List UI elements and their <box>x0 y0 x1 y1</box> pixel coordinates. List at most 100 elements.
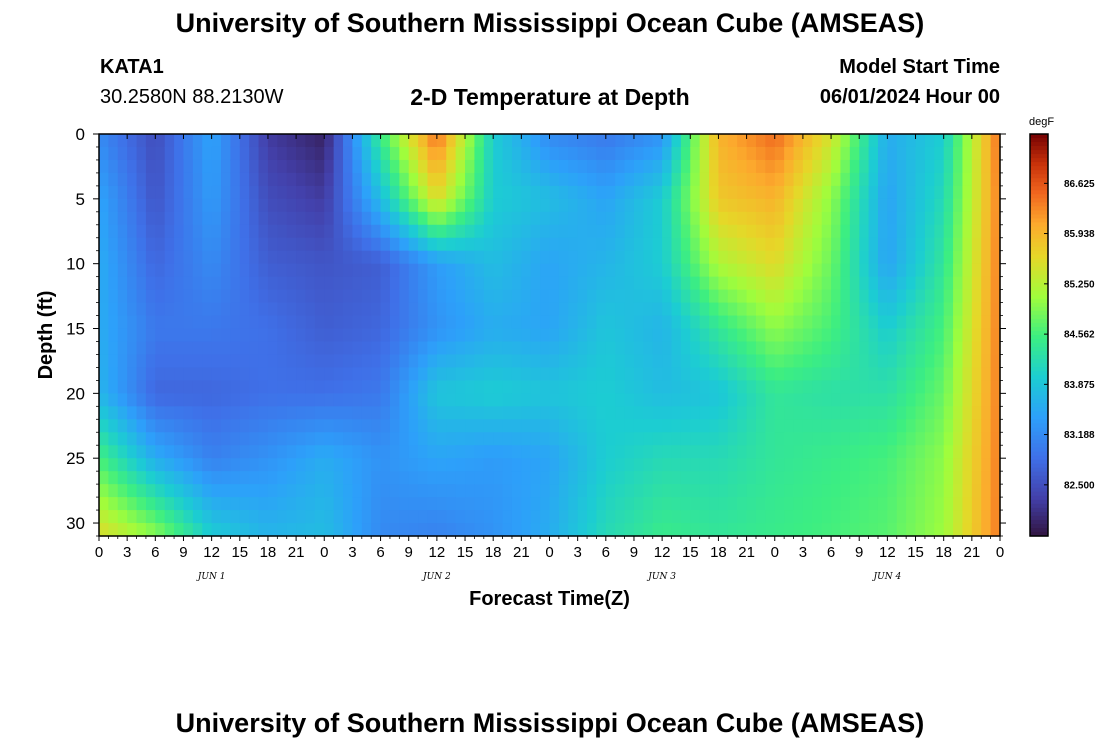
heatmap-cell <box>868 523 879 537</box>
heatmap-cell <box>765 419 776 433</box>
heatmap-cell <box>587 380 598 394</box>
heatmap-cell <box>934 510 945 524</box>
heatmap-cell <box>371 497 382 511</box>
heatmap-cell <box>840 354 851 369</box>
heatmap-cell <box>709 341 720 356</box>
colorbar-segment <box>1030 483 1048 489</box>
heatmap-cell <box>840 406 851 420</box>
heatmap-cell <box>108 419 119 433</box>
heatmap-cell <box>671 211 682 226</box>
heatmap-cell <box>352 172 363 187</box>
heatmap-cell <box>371 419 382 433</box>
heatmap-cell <box>502 419 513 433</box>
heatmap-cell <box>192 367 203 381</box>
heatmap-cell <box>540 393 551 407</box>
heatmap-cell <box>145 354 156 369</box>
heatmap-cell <box>943 419 954 433</box>
heatmap-cell <box>953 134 964 148</box>
heatmap-cell <box>155 341 166 356</box>
heatmap-cell <box>108 445 119 459</box>
heatmap-cell <box>211 302 222 317</box>
heatmap-cell <box>521 198 532 213</box>
heatmap-cell <box>277 263 288 278</box>
heatmap-cell <box>962 263 973 278</box>
heatmap-cell <box>192 198 203 213</box>
heatmap-cell <box>568 523 579 537</box>
heatmap-cell <box>352 484 363 498</box>
heatmap-cell <box>465 367 476 381</box>
heatmap-cell <box>549 159 560 174</box>
heatmap-cell <box>371 224 382 239</box>
heatmap-cell <box>568 159 579 174</box>
heatmap-cell <box>615 198 626 213</box>
heatmap-cell <box>662 354 673 369</box>
heatmap-cell <box>699 250 710 265</box>
heatmap-cell <box>699 419 710 433</box>
heatmap-cell <box>831 302 842 317</box>
heatmap-cell <box>605 263 616 278</box>
heatmap-cell <box>296 224 307 239</box>
heatmap-cell <box>643 523 654 537</box>
heatmap-cell <box>371 341 382 356</box>
heatmap-cell <box>352 146 363 161</box>
heatmap-cell <box>474 458 485 472</box>
heatmap-cell <box>821 393 832 407</box>
heatmap-cell <box>371 445 382 459</box>
heatmap-cell <box>427 146 438 161</box>
heatmap-cell <box>174 237 185 252</box>
heatmap-cell <box>314 510 325 524</box>
heatmap-cell <box>343 458 354 472</box>
colorbar: 86.62585.93885.25084.56283.87583.18882.5… <box>1029 116 1095 537</box>
heatmap-cell <box>690 146 701 161</box>
heatmap-cell <box>389 146 400 161</box>
heatmap-cell <box>962 354 973 369</box>
page-title: University of Southern Mississippi Ocean… <box>175 8 925 38</box>
heatmap-cell <box>587 445 598 459</box>
heatmap-cell <box>371 289 382 304</box>
heatmap-cell <box>718 328 729 343</box>
heatmap-cell <box>784 211 795 226</box>
heatmap-cell <box>868 380 879 394</box>
heatmap-cell <box>108 497 119 511</box>
heatmap-cell <box>540 159 551 174</box>
heatmap-cell <box>793 159 804 174</box>
heatmap-cell <box>746 185 757 200</box>
heatmap-cell <box>521 224 532 239</box>
heatmap-cell <box>380 432 391 446</box>
heatmap-cell <box>540 315 551 330</box>
heatmap-cell <box>483 289 494 304</box>
heatmap-cell <box>568 134 579 148</box>
colorbar-segment <box>1030 399 1048 404</box>
heatmap-cell <box>615 419 626 433</box>
heatmap-cell <box>971 497 982 511</box>
heatmap-cell <box>99 185 109 200</box>
heatmap-cell <box>737 159 748 174</box>
heatmap-cell <box>643 185 654 200</box>
heatmap-cell <box>286 354 297 369</box>
heatmap-cell <box>239 484 250 498</box>
heatmap-cell <box>690 328 701 343</box>
heatmap-cell <box>502 146 513 161</box>
heatmap-cell <box>671 523 682 537</box>
heatmap-cell <box>286 445 297 459</box>
heatmap-cell <box>465 134 476 148</box>
heatmap-cell <box>568 250 579 265</box>
heatmap-cell <box>906 406 917 420</box>
heatmap-cell <box>343 172 354 187</box>
heatmap-cell <box>718 224 729 239</box>
heatmap-cell <box>662 315 673 330</box>
heatmap-cell <box>793 471 804 485</box>
heatmap-cell <box>418 211 429 226</box>
heatmap-cell <box>455 159 466 174</box>
heatmap-cell <box>643 146 654 161</box>
heatmap-cell <box>418 289 429 304</box>
heatmap-cell <box>296 159 307 174</box>
heatmap-cell <box>859 432 870 446</box>
heatmap-cell <box>493 237 504 252</box>
heatmap-cell <box>99 406 109 420</box>
heatmap-cell <box>286 393 297 407</box>
heatmap-cell <box>633 484 644 498</box>
heatmap-cell <box>352 380 363 394</box>
heatmap-cell <box>164 419 175 433</box>
heatmap-cell <box>183 315 194 330</box>
